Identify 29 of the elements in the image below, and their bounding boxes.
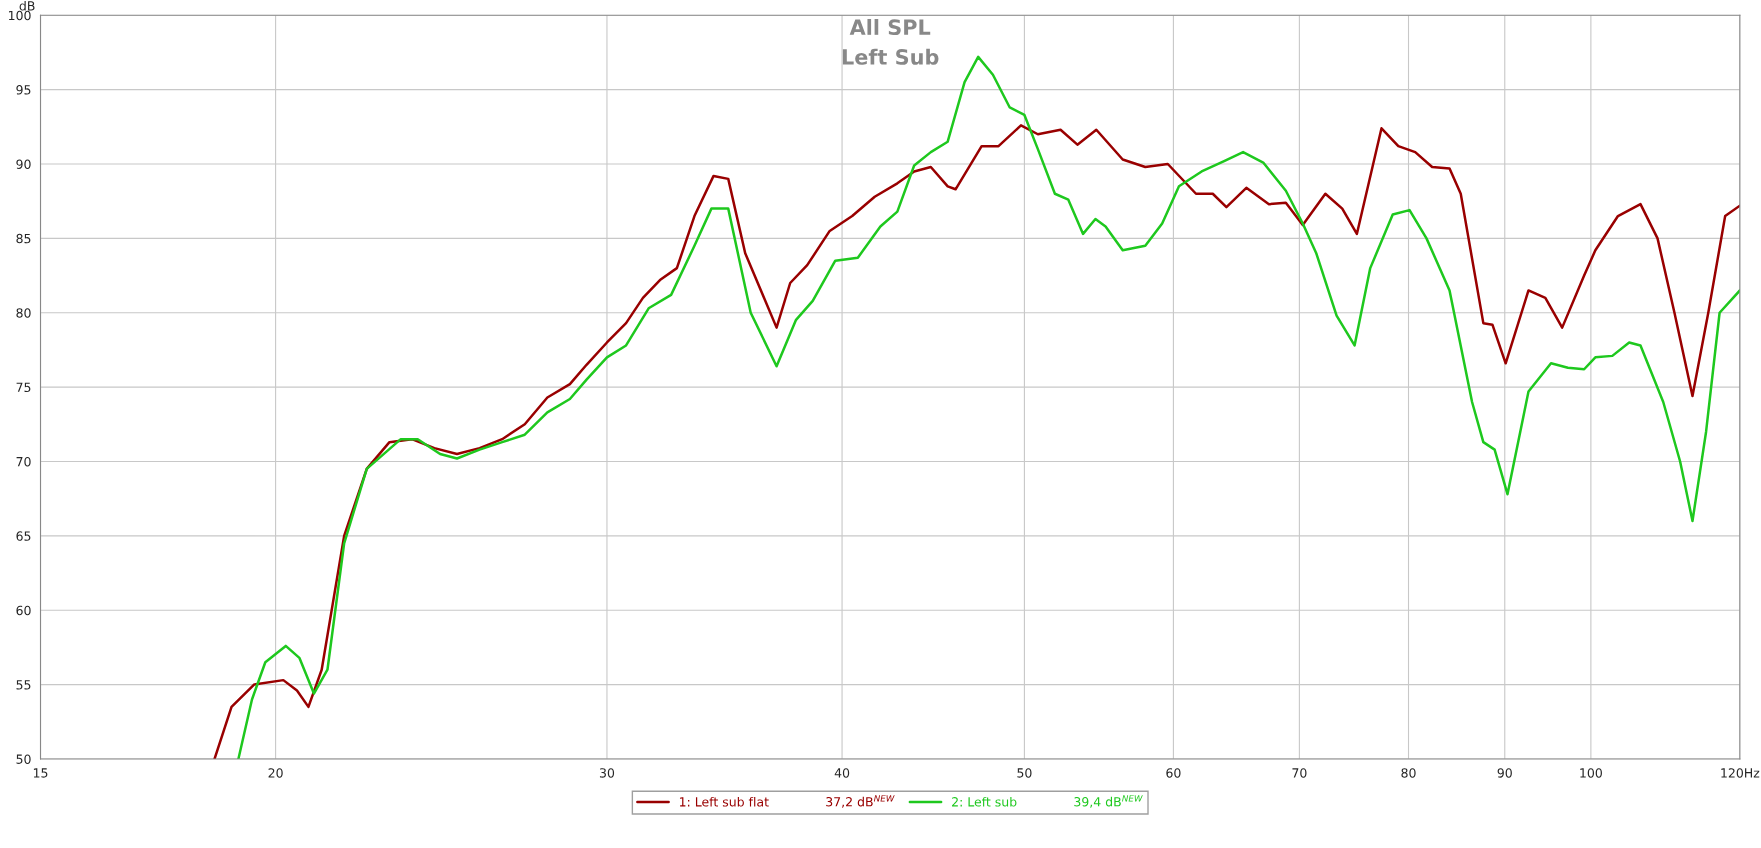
- x-tick-label: 100: [1580, 768, 1602, 778]
- y-tick-label: 90: [16, 159, 31, 169]
- y-axis-title: dB: [19, 0, 35, 11]
- text: 39,4 dB$^{NEW}$: [1074, 795, 1143, 808]
- y-tick-label: 80: [16, 308, 31, 318]
- x-tick-label: 15: [33, 768, 48, 778]
- y-tick-label: 60: [16, 605, 31, 616]
- text: 37,2 dB$^{NEW}$: [826, 795, 895, 808]
- x-tick-label: 60: [1166, 768, 1181, 778]
- x-tick-label: 20: [268, 768, 283, 778]
- y-tick-label: 95: [16, 85, 31, 95]
- x-tick-label: 70: [1292, 768, 1307, 778]
- y-tick-label: 50: [16, 754, 31, 764]
- x-tick-label: 30: [599, 768, 615, 778]
- y-tick-label: 100: [8, 10, 31, 21]
- x-tick-label: 50: [1017, 768, 1032, 778]
- x-tick-label: 40: [834, 768, 850, 778]
- text: Left Sub: [842, 48, 939, 65]
- y-tick-label: 70: [16, 456, 31, 467]
- chart-title: All SPL: [849, 18, 931, 36]
- x-tick-label: 90: [1497, 768, 1512, 778]
- y-tick-label: 55: [16, 680, 31, 690]
- y-tick-label: 85: [16, 233, 31, 244]
- y-tick-label: 75: [16, 382, 31, 393]
- legend-label: 1: Left sub flat: [679, 796, 769, 807]
- x-tick-label: 120Hz: [1721, 768, 1760, 778]
- legend-label: 2: Left sub: [952, 796, 1017, 807]
- y-tick-label: 65: [16, 531, 31, 541]
- x-tick-label: 80: [1401, 768, 1416, 778]
